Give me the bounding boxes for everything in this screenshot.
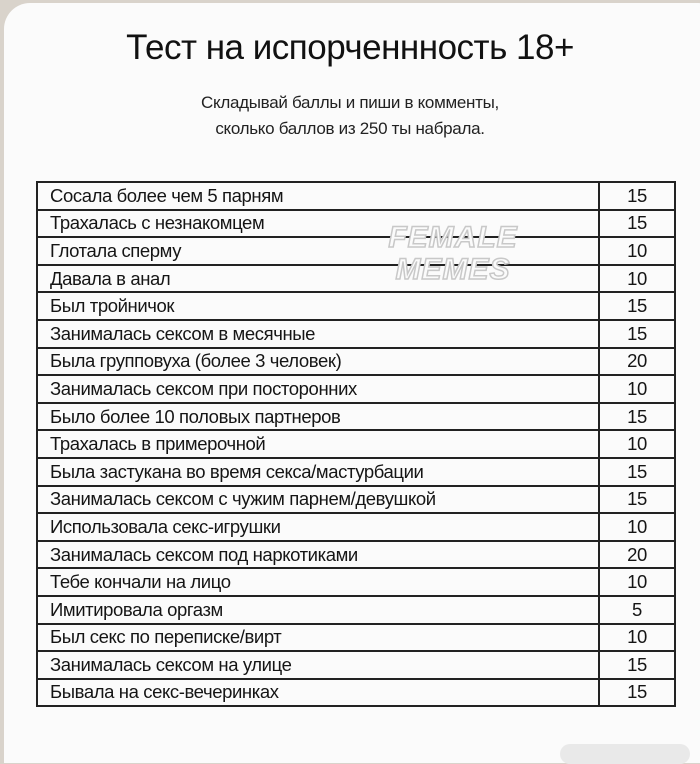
row-label: Было более 10 половых партнеров (36, 401, 600, 432)
table-row: Занималась сексом на улице 15 (36, 650, 676, 680)
row-score: 20 (598, 346, 676, 377)
table-row: Был секс по переписке/вирт 10 (36, 622, 676, 653)
row-label: Сосала более чем 5 парням (36, 181, 600, 211)
row-label: Занималась сексом в месячные (36, 318, 600, 349)
table-row: Имитировала оргазм 5 (36, 594, 676, 625)
table-row: Занималась сексом в месячные 15 (36, 318, 676, 349)
row-score: 15 (598, 181, 676, 211)
table-row: Сосала более чем 5 парням 15 (36, 181, 676, 211)
table-row: Использовала секс-игрушки 10 (36, 512, 676, 542)
row-label: Тебе кончали на лицо (36, 567, 600, 597)
row-label: Был тройничок (36, 291, 600, 321)
table-row: Трахалась с незнакомцем 15 (36, 208, 676, 239)
row-score: 10 (598, 429, 676, 459)
score-table: Сосала более чем 5 парням 15 Трахалась с н… (36, 181, 676, 708)
row-label: Была застукана во время секса/мастурбаци… (36, 456, 600, 487)
row-label: Бывала на секс-вечеринках (36, 677, 600, 708)
bottom-overlay (560, 744, 690, 764)
row-score: 10 (598, 622, 676, 653)
row-label: Трахалась с незнакомцем (36, 208, 600, 239)
row-score: 15 (598, 456, 676, 487)
row-score: 15 (598, 208, 676, 239)
row-label: Имитировала оргазм (36, 594, 600, 625)
table-row: Бывала на секс-вечеринках 15 (36, 677, 676, 708)
table-row: Трахалась в примерочной 10 (36, 429, 676, 459)
table-row: Глотала сперму 10 (36, 236, 676, 266)
subtitle: Складывай баллы и пиши в комменты, сколь… (0, 90, 700, 142)
table-row: Занималась сексом с чужим парнем/девушко… (36, 484, 676, 515)
row-score: 10 (598, 236, 676, 266)
row-score: 15 (598, 650, 676, 680)
page-title: Тест на испорченнность 18+ (126, 28, 574, 67)
subtitle-line-1: Складывай баллы и пиши в комменты, (201, 93, 499, 112)
table-row: Тебе кончали на лицо 10 (36, 567, 676, 597)
table-row: Было более 10 половых партнеров 15 (36, 401, 676, 432)
row-score: 15 (598, 291, 676, 321)
row-label: Был секс по переписке/вирт (36, 622, 600, 653)
row-label: Занималась сексом под наркотиками (36, 539, 600, 570)
row-label: Трахалась в примерочной (36, 429, 600, 459)
row-score: 15 (598, 677, 676, 708)
table-row: Был тройничок 15 (36, 291, 676, 321)
table-row: Занималась сексом при посторонних 10 (36, 374, 676, 404)
row-score: 10 (598, 567, 676, 597)
table-row: Была застукана во время секса/мастурбаци… (36, 456, 676, 487)
row-score: 15 (598, 401, 676, 432)
row-score: 10 (598, 263, 676, 294)
subtitle-line-2: сколько баллов из 250 ты набрала. (215, 119, 485, 138)
row-score: 20 (598, 539, 676, 570)
row-score: 15 (598, 484, 676, 515)
table-row: Занималась сексом под наркотиками 20 (36, 539, 676, 570)
row-label: Занималась сексом на улице (36, 650, 600, 680)
row-label: Была групповуха (более 3 человек) (36, 346, 600, 377)
row-label: Давала в анал (36, 263, 600, 294)
row-score: 5 (598, 594, 676, 625)
row-label: Использовала секс-игрушки (36, 512, 600, 542)
row-score: 10 (598, 374, 676, 404)
row-label: Занималась сексом при посторонних (36, 374, 600, 404)
table-row: Была групповуха (более 3 человек) 20 (36, 346, 676, 377)
table-row: Давала в анал 10 (36, 263, 676, 294)
row-label: Занималась сексом с чужим парнем/девушко… (36, 484, 600, 515)
row-label: Глотала сперму (36, 236, 600, 266)
row-score: 10 (598, 512, 676, 542)
row-score: 15 (598, 318, 676, 349)
